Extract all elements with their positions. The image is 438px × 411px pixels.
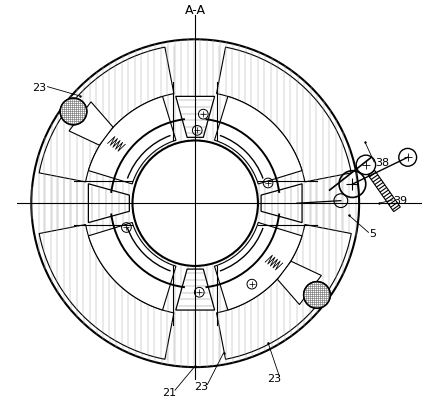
Polygon shape [39, 47, 173, 182]
Polygon shape [216, 224, 350, 359]
Polygon shape [277, 261, 321, 305]
Polygon shape [88, 97, 176, 184]
Polygon shape [367, 171, 399, 212]
Polygon shape [261, 184, 301, 223]
Polygon shape [39, 224, 173, 359]
Circle shape [303, 282, 329, 308]
Polygon shape [88, 184, 129, 223]
Polygon shape [175, 269, 214, 310]
Polygon shape [216, 47, 350, 182]
Text: 21: 21 [162, 388, 176, 398]
Text: 5: 5 [368, 229, 375, 238]
Circle shape [132, 141, 258, 266]
Text: 23: 23 [32, 83, 46, 93]
Polygon shape [175, 96, 214, 137]
Text: 39: 39 [392, 196, 407, 206]
Polygon shape [69, 102, 113, 145]
Circle shape [60, 98, 87, 125]
Circle shape [31, 39, 358, 367]
Polygon shape [214, 97, 301, 184]
Text: 23: 23 [266, 374, 281, 384]
Polygon shape [214, 222, 301, 310]
Polygon shape [88, 222, 176, 310]
Text: 23: 23 [194, 382, 208, 393]
Text: A-A: A-A [184, 4, 205, 17]
Text: 38: 38 [374, 158, 389, 168]
